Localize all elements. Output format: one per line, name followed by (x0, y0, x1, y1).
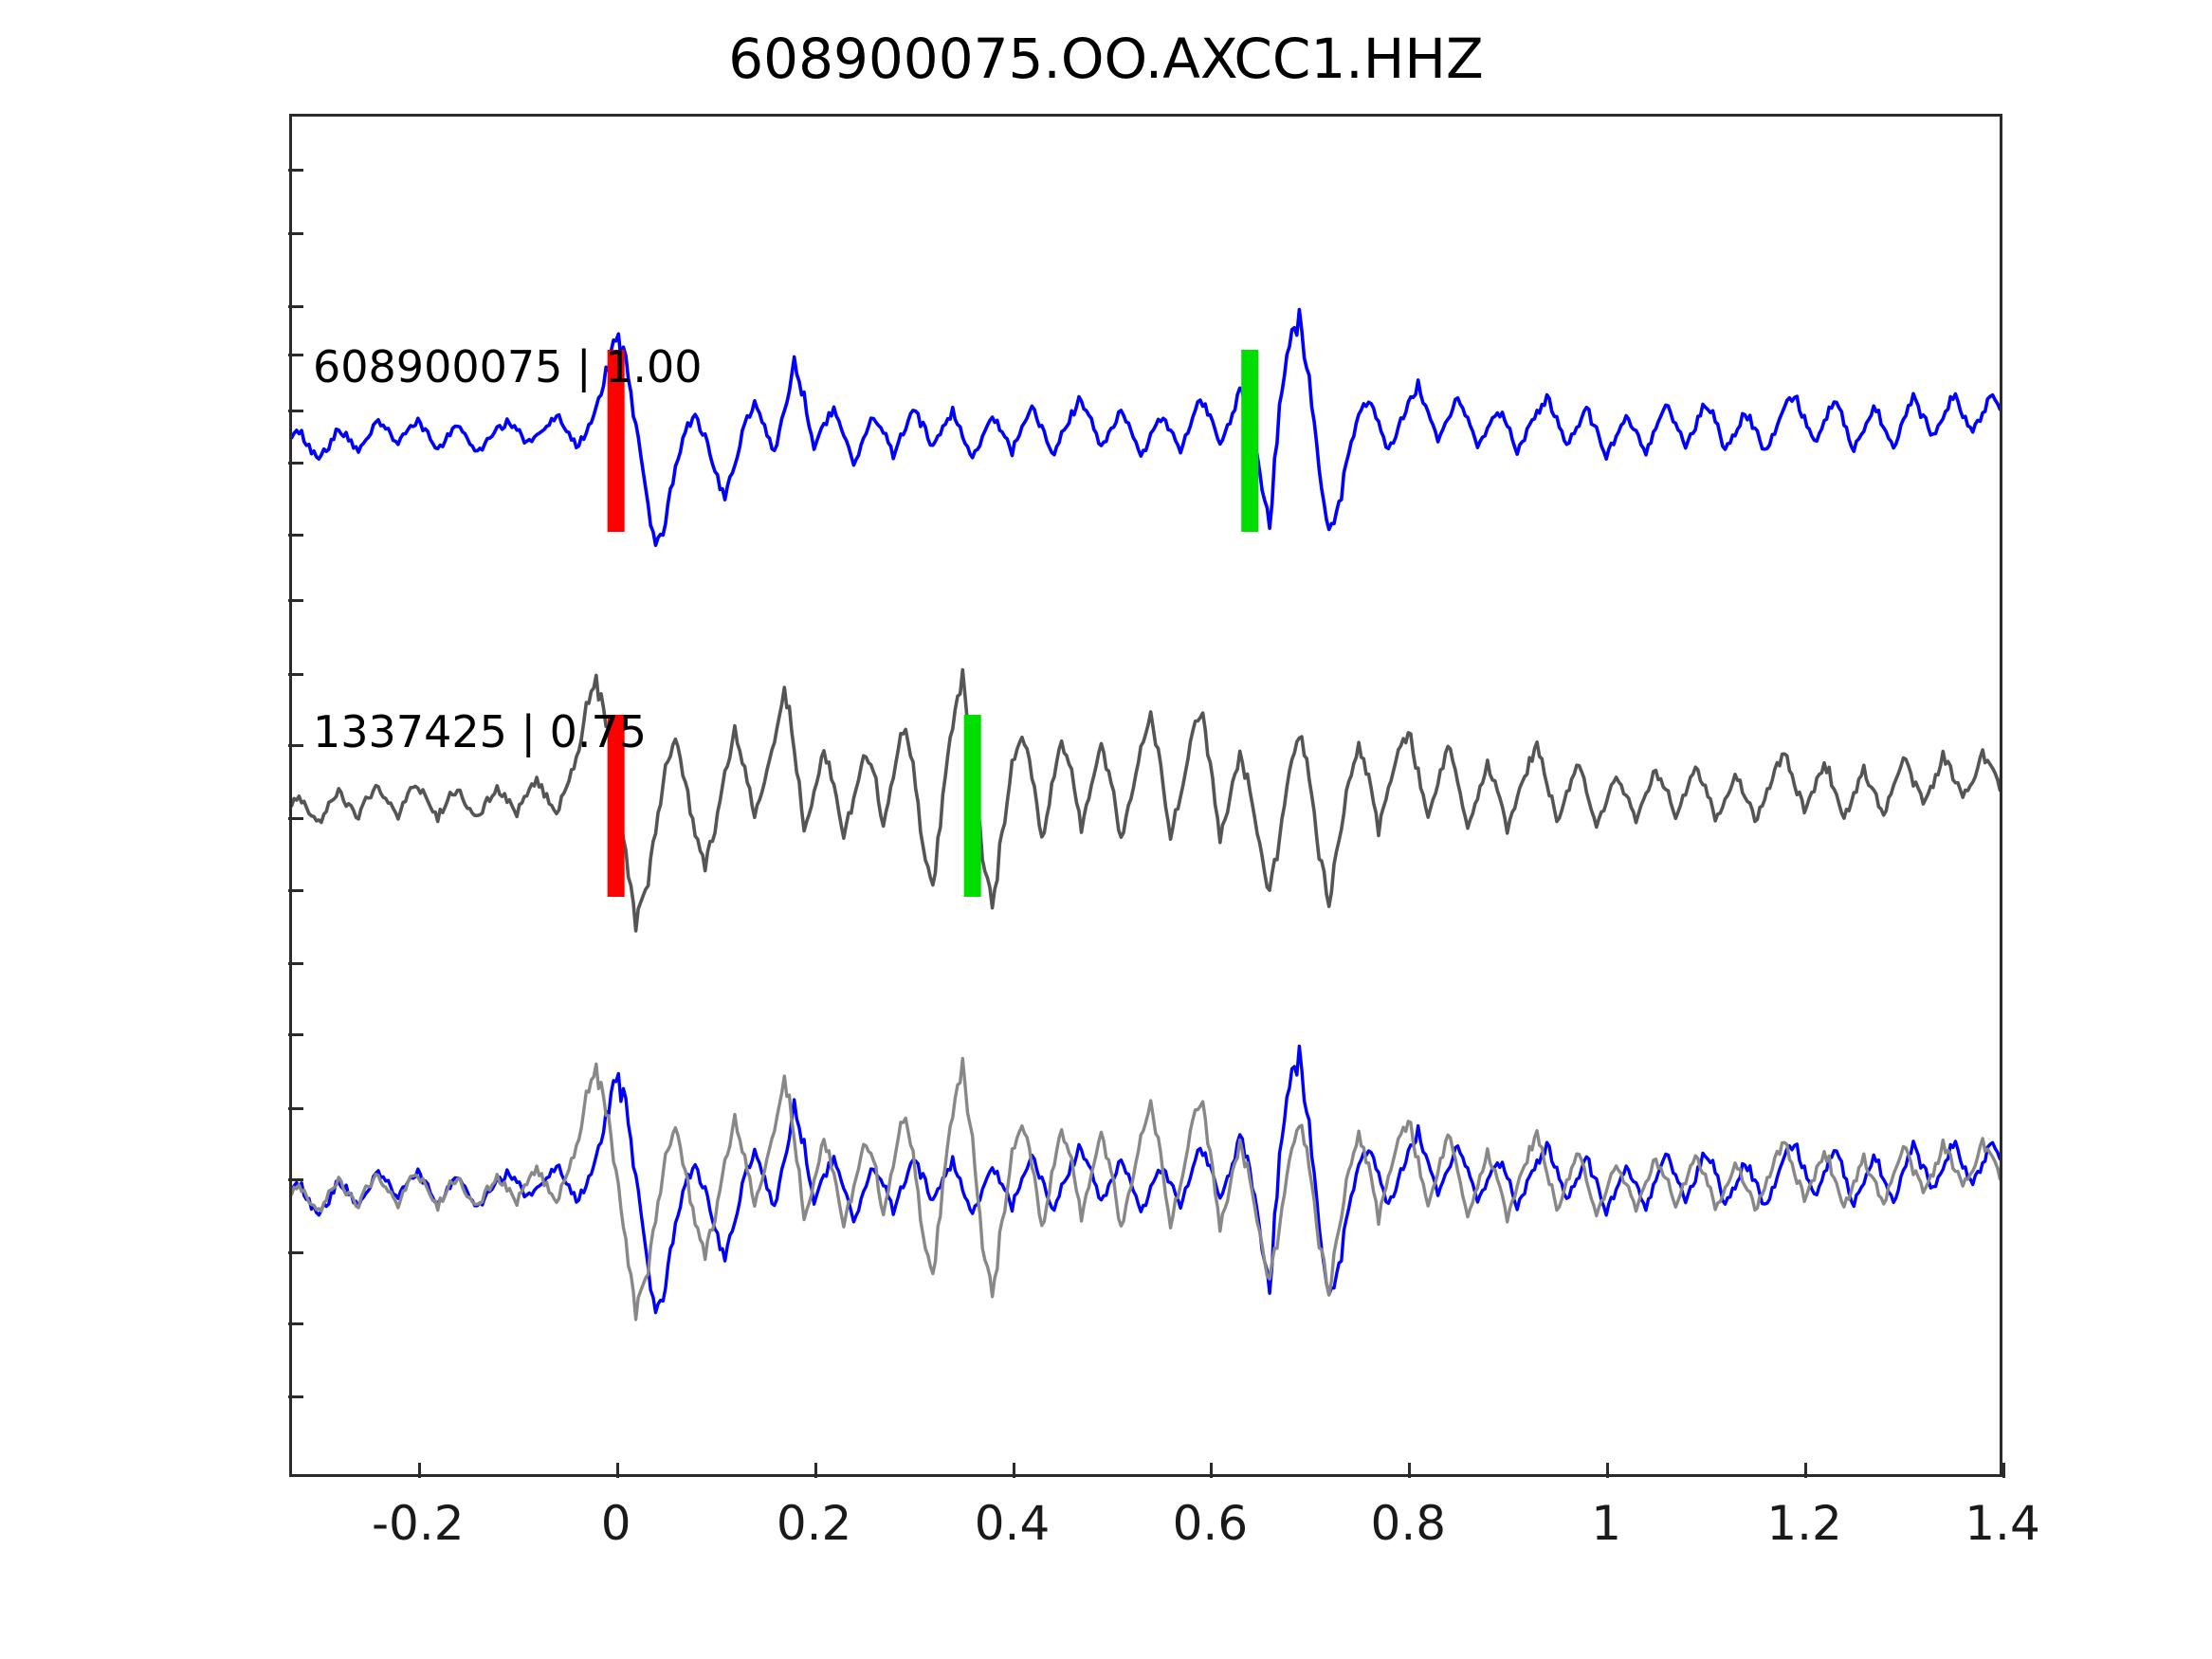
page-title: 608900075.OO.AXCC1.HHZ (728, 27, 1484, 91)
y-tick (288, 232, 303, 235)
x-tick (814, 1463, 817, 1478)
x-tick-label: 1.4 (1965, 1496, 2040, 1551)
x-tick-label: -0.2 (372, 1496, 465, 1551)
y-tick (288, 962, 303, 965)
x-tick-label: 1 (1591, 1496, 1622, 1551)
y-tick (288, 1178, 303, 1181)
y-tick (288, 354, 303, 356)
y-tick (288, 599, 303, 602)
y-tick (288, 889, 303, 892)
x-tick (615, 1463, 619, 1478)
y-tick (288, 1251, 303, 1254)
y-tick (288, 410, 303, 412)
x-tick (1606, 1463, 1610, 1478)
x-tick (1210, 1463, 1214, 1478)
waveform-trace (289, 1056, 2002, 1322)
traces-group (289, 307, 2002, 1322)
s-pick-marker (963, 715, 981, 897)
y-tick (288, 744, 303, 747)
y-tick (288, 534, 303, 537)
x-tick (1804, 1463, 1808, 1478)
plot-axes (288, 114, 2005, 1478)
y-tick (288, 817, 303, 820)
x-tick (1408, 1463, 1412, 1478)
x-tick-label: 0.4 (974, 1496, 1051, 1551)
y-tick (288, 1395, 303, 1398)
y-tick (288, 1033, 303, 1036)
y-tick (288, 673, 303, 676)
x-tick-label: 0.2 (776, 1496, 852, 1551)
waveform-trace (289, 667, 2002, 933)
x-tick-label: 1.2 (1766, 1496, 1842, 1551)
pick-markers-group (607, 350, 1259, 897)
y-tick (288, 1107, 303, 1110)
waveform-plot (289, 307, 2002, 1322)
trace-label-secondary: 1337425 | 0.75 (313, 706, 648, 757)
s-pick-marker (1241, 350, 1259, 532)
y-tick (288, 305, 303, 308)
p-pick-marker (607, 350, 625, 532)
p-pick-marker (607, 715, 625, 897)
trace-label-primary: 608900075 | 1.00 (313, 341, 703, 392)
x-tick (1012, 1463, 1015, 1478)
y-tick (288, 462, 303, 465)
x-tick-label: 0 (600, 1496, 631, 1551)
x-tick (2002, 1463, 2005, 1478)
waveform-trace (289, 307, 2002, 548)
x-tick-label: 0.8 (1370, 1496, 1447, 1551)
y-tick (288, 169, 303, 172)
x-tick-label: 0.6 (1172, 1496, 1249, 1551)
waveform-trace (289, 1044, 2002, 1315)
y-tick (288, 1322, 303, 1325)
x-tick (417, 1463, 421, 1478)
